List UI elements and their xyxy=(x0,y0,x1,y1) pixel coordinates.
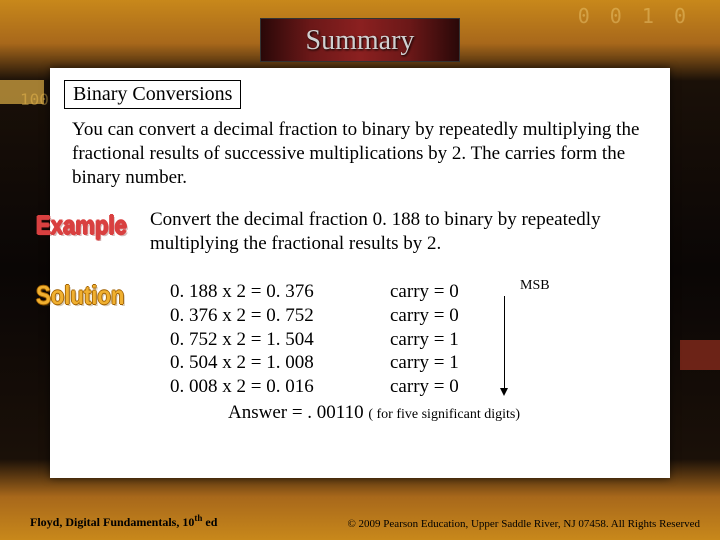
calc-row: 0. 504 x 2 = 1. 008 xyxy=(170,351,314,375)
answer-note: ( for five significant digits) xyxy=(368,407,520,422)
calc-row: 0. 008 x 2 = 0. 016 xyxy=(170,375,314,399)
footer-left: Floyd, Digital Fundamentals, 10th ed xyxy=(30,513,217,530)
answer-line: Answer = . 00110 ( for five significant … xyxy=(228,402,520,424)
footer-ed: ed xyxy=(202,515,217,529)
calc-row: 0. 752 x 2 = 1. 504 xyxy=(170,328,314,352)
answer-value: Answer = . 00110 xyxy=(228,402,368,423)
section-label: Binary Conversions xyxy=(64,80,241,109)
solution-heading: Solution xyxy=(36,280,124,311)
decor-right-band xyxy=(680,340,720,370)
carry-row: carry = 1 xyxy=(390,351,459,375)
carry-row: carry = 0 xyxy=(390,304,459,328)
body-paragraph: You can convert a decimal fraction to bi… xyxy=(72,118,652,189)
calc-row: 0. 188 x 2 = 0. 376 xyxy=(170,280,314,304)
carry-row: carry = 0 xyxy=(390,280,459,304)
calculation-block: 0. 188 x 2 = 0. 376 0. 376 x 2 = 0. 752 … xyxy=(170,280,314,399)
msb-arrow-head xyxy=(500,388,508,396)
footer-copyright: © 2009 Pearson Education, Upper Saddle R… xyxy=(347,518,700,530)
carry-row: carry = 0 xyxy=(390,375,459,399)
carry-block: carry = 0 carry = 0 carry = 1 carry = 1 … xyxy=(390,280,459,399)
msb-label: MSB xyxy=(520,278,550,294)
example-text: Convert the decimal fraction 0. 188 to b… xyxy=(150,208,670,256)
footer-book: Floyd, Digital Fundamentals, 10 xyxy=(30,515,194,529)
carry-row: carry = 1 xyxy=(390,328,459,352)
msb-arrow-line xyxy=(504,296,505,392)
slide-title: Summary xyxy=(260,18,460,62)
calc-row: 0. 376 x 2 = 0. 752 xyxy=(170,304,314,328)
decor-digits-top: 0 0 1 0 xyxy=(578,4,690,28)
decor-left-band xyxy=(0,80,44,104)
example-heading: Example xyxy=(36,210,127,241)
